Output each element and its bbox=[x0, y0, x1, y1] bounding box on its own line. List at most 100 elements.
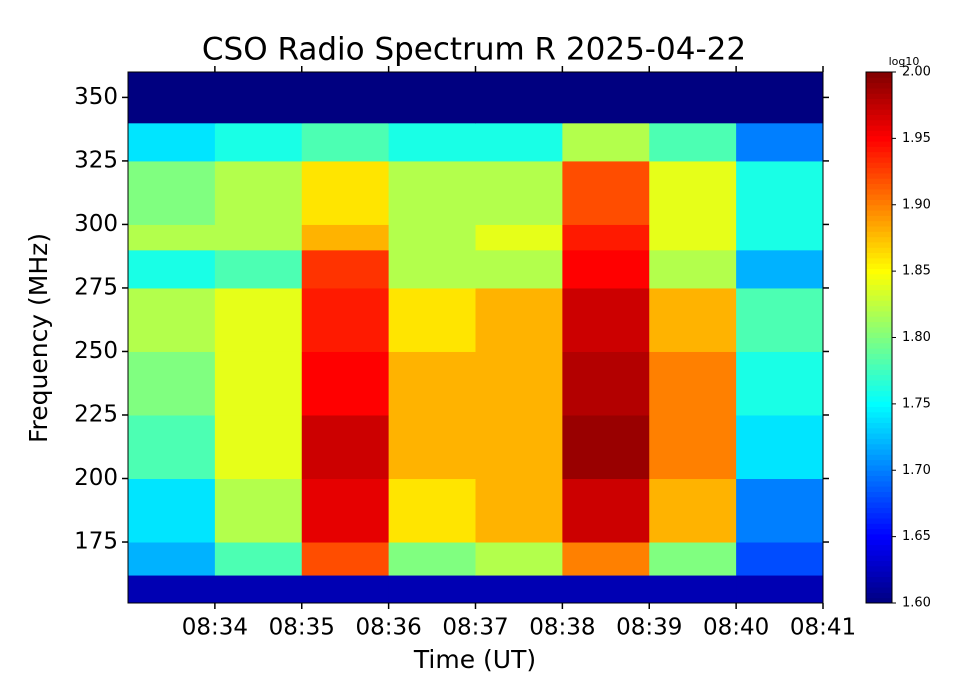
heat-cell bbox=[214, 122, 303, 162]
heat-cell bbox=[562, 249, 650, 289]
colorbar-step bbox=[866, 332, 892, 338]
heat-cell bbox=[128, 249, 216, 289]
colorbar-step bbox=[866, 576, 892, 583]
heat-cell bbox=[562, 414, 650, 480]
colorbar-step bbox=[866, 449, 892, 455]
heat-cell bbox=[475, 72, 563, 124]
colorbar-step bbox=[866, 348, 892, 354]
colorbar-step bbox=[866, 252, 892, 259]
colorbar-step bbox=[866, 225, 892, 232]
heat-cell bbox=[562, 160, 650, 225]
colorbar-step bbox=[866, 188, 892, 195]
colorbar-step bbox=[866, 480, 892, 487]
colorbar-step bbox=[866, 539, 892, 546]
heat-cell bbox=[128, 414, 216, 480]
heat-cell bbox=[562, 478, 650, 543]
colorbar-step bbox=[866, 353, 892, 360]
colorbar-step bbox=[866, 273, 892, 280]
heat-cell bbox=[649, 351, 737, 416]
x-tick-label: 08:38 bbox=[529, 615, 595, 641]
heat-cell bbox=[475, 351, 563, 416]
heat-cell bbox=[301, 249, 390, 289]
colorbar-step bbox=[866, 417, 892, 423]
colorbar-step bbox=[866, 411, 892, 418]
heat-cell bbox=[736, 72, 824, 124]
heat-cell bbox=[301, 224, 390, 251]
colorbar-step bbox=[866, 337, 892, 344]
heat-cell bbox=[128, 575, 216, 604]
heat-cell bbox=[388, 160, 476, 225]
heat-cell bbox=[301, 160, 390, 225]
colorbar-step bbox=[866, 385, 892, 392]
colorbar-step bbox=[866, 544, 892, 551]
heat-cell bbox=[562, 224, 650, 251]
colorbar-step bbox=[866, 316, 892, 323]
colorbar-step bbox=[866, 135, 892, 142]
colorbar-step bbox=[866, 183, 892, 190]
colorbar-step bbox=[866, 571, 892, 577]
heat-cell bbox=[214, 224, 303, 251]
x-tick-label: 08:40 bbox=[703, 615, 769, 641]
heat-cell bbox=[128, 478, 216, 543]
heat-cell bbox=[736, 351, 824, 416]
heat-cell bbox=[736, 249, 824, 289]
heat-cell bbox=[214, 351, 303, 416]
colorbar-step bbox=[866, 390, 892, 397]
heat-cell bbox=[475, 249, 563, 289]
heat-cell bbox=[214, 575, 303, 604]
y-tick-label: 350 bbox=[74, 84, 118, 110]
colorbar-step bbox=[866, 502, 892, 508]
colorbar-tick-label: 1.95 bbox=[902, 131, 931, 146]
heat-cell bbox=[475, 122, 563, 162]
colorbar-step bbox=[866, 204, 892, 211]
colorbar-step bbox=[866, 194, 892, 200]
x-tick-label: 08:35 bbox=[269, 615, 335, 641]
y-tick-label: 200 bbox=[74, 465, 118, 491]
colorbar-step bbox=[866, 379, 892, 386]
colorbar-step bbox=[866, 289, 892, 296]
colorbar-tick-label: 1.85 bbox=[902, 264, 931, 279]
y-tick-label: 250 bbox=[74, 338, 118, 364]
colorbar-step bbox=[866, 114, 892, 121]
colorbar-step bbox=[866, 109, 892, 115]
heat-cell bbox=[388, 414, 476, 480]
colorbar-step bbox=[866, 151, 892, 158]
colorbar-step bbox=[866, 565, 892, 572]
colorbar-step bbox=[866, 470, 892, 477]
colorbar-step bbox=[866, 523, 892, 530]
heat-cell bbox=[388, 72, 476, 124]
colorbar-step bbox=[866, 257, 892, 264]
heat-cell bbox=[128, 542, 216, 576]
heat-cell bbox=[736, 542, 824, 576]
colorbar-step bbox=[866, 300, 892, 307]
heat-cell bbox=[475, 160, 563, 225]
colorbar-step bbox=[866, 369, 892, 376]
colorbar-step bbox=[866, 326, 892, 333]
heat-cell bbox=[562, 72, 650, 124]
colorbar-step bbox=[866, 464, 892, 471]
heat-cell bbox=[128, 351, 216, 416]
heat-cell bbox=[388, 351, 476, 416]
colorbar-step bbox=[866, 581, 892, 588]
heat-cell bbox=[562, 287, 650, 352]
colorbar-step bbox=[866, 72, 892, 78]
heat-cell bbox=[736, 287, 824, 352]
colorbar-step bbox=[866, 141, 892, 147]
heat-cell bbox=[128, 224, 216, 251]
heat-cell bbox=[562, 351, 650, 416]
colorbar-step bbox=[866, 220, 892, 227]
colorbar-step bbox=[866, 342, 892, 349]
colorbar-step bbox=[866, 358, 892, 365]
heat-cell bbox=[736, 224, 824, 251]
heat-cell bbox=[128, 122, 216, 162]
colorbar-step bbox=[866, 279, 892, 285]
heat-cell bbox=[562, 542, 650, 576]
colorbar-step bbox=[866, 87, 892, 94]
colorbar-step bbox=[866, 231, 892, 238]
heat-cell bbox=[649, 122, 737, 162]
heat-cell bbox=[736, 575, 824, 604]
colorbar-step bbox=[866, 597, 892, 604]
colorbar-step bbox=[866, 82, 892, 89]
colorbar-step bbox=[866, 507, 892, 514]
heat-cell bbox=[301, 414, 390, 480]
